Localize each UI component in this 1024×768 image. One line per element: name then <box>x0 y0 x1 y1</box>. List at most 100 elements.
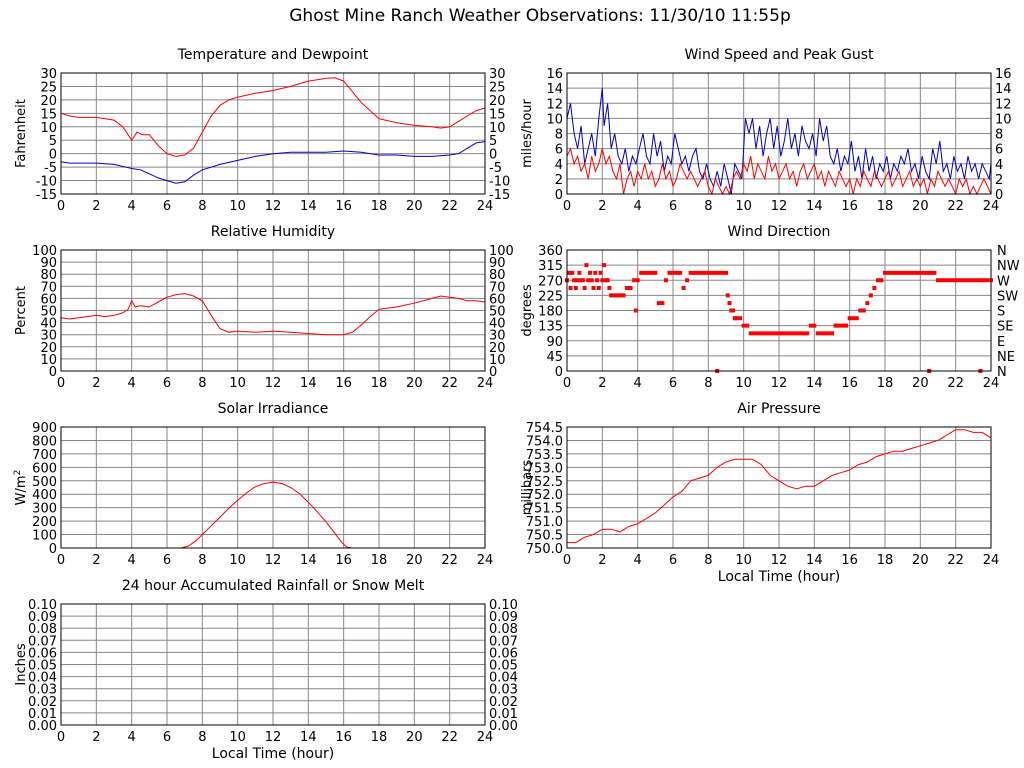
wind-direction-point <box>602 263 607 268</box>
humidity-xtick-label: 24 <box>477 376 494 391</box>
temperature-ytick-label: 25 <box>40 80 57 95</box>
wind-direction-point <box>600 278 605 283</box>
wind-direction-ytick-label: 180 <box>538 305 563 320</box>
temperature-ytick-label-right: -10 <box>489 175 510 190</box>
humidity-xtick-label: 14 <box>300 376 317 391</box>
rainfall-xtick-label: 22 <box>441 730 458 745</box>
pressure-ytick-label: 751.5 <box>526 502 563 517</box>
solar-ytick-label: 700 <box>32 448 57 463</box>
wind-speed-series-1-line <box>566 147 992 196</box>
wind-direction-ytick-label: 315 <box>538 259 563 274</box>
temperature-xtick-label: 12 <box>265 199 282 214</box>
rainfall-xtick-label: 6 <box>163 730 171 745</box>
temperature-ytick-label-right: 20 <box>489 94 506 109</box>
wind-speed-ytick-label-right: 6 <box>995 143 1003 158</box>
wind-speed-xtick-label: 14 <box>806 199 823 214</box>
wind-speed-ytick-label-right: 12 <box>995 97 1012 112</box>
solar-xtick-label: 14 <box>300 553 317 568</box>
wind-direction-point <box>826 331 831 336</box>
humidity-ytick-label: 80 <box>40 268 57 283</box>
wind-direction-compass-label: E <box>997 335 1005 350</box>
wind-direction-point <box>566 270 571 275</box>
solar-xtick-label: 16 <box>335 553 352 568</box>
page-title: Ghost Mine Ranch Weather Observations: 1… <box>289 6 791 26</box>
solar-ytick-label: 400 <box>32 488 57 503</box>
humidity-ytick-label: 90 <box>40 256 57 271</box>
wind-direction-point <box>632 278 637 283</box>
wind-speed-ytick-label: 4 <box>555 158 563 173</box>
wind-direction-ylabel: degrees <box>520 284 535 337</box>
wind-direction-point <box>974 278 979 283</box>
wind-direction-point <box>591 285 596 290</box>
wind-direction-point <box>593 270 598 275</box>
rainfall-xtick-label: 12 <box>265 730 282 745</box>
solar-ytick-label: 500 <box>32 475 57 490</box>
wind-speed-xtick-label: 24 <box>983 199 1000 214</box>
temperature-ytick-label: 5 <box>49 134 57 149</box>
wind-direction-point <box>815 331 820 336</box>
wind-speed-xtick-label: 4 <box>634 199 642 214</box>
pressure-xtick-label: 8 <box>704 553 712 568</box>
wind-direction-compass-label: N <box>997 244 1007 259</box>
wind-direction-point <box>570 270 575 275</box>
wind-direction-point <box>738 316 743 321</box>
wind-direction-point <box>769 331 774 336</box>
rainfall-xtick-label: 14 <box>300 730 317 745</box>
temperature-ytick-label-right: 15 <box>489 107 506 122</box>
solar-xtick-label: 4 <box>128 553 136 568</box>
wind-direction-point <box>830 331 834 336</box>
wind-direction-point <box>907 270 912 275</box>
temperature-xtick-label: 22 <box>441 199 458 214</box>
wind-speed-ytick-label-right: 10 <box>995 112 1012 127</box>
rainfall-ytick-label: 0.00 <box>28 719 57 734</box>
temperature-ytick-label: 0 <box>49 148 57 163</box>
wind-direction-point <box>598 270 603 275</box>
wind-direction-point <box>621 293 626 298</box>
rainfall-ytick-label: 0.09 <box>28 610 57 625</box>
wind-speed-ytick-label-right: 2 <box>995 173 1003 188</box>
wind-speed-xtick-label: 6 <box>669 199 677 214</box>
humidity-ytick-label: 60 <box>40 292 57 307</box>
pressure-xtick-label: 2 <box>598 553 606 568</box>
wind-direction-xtick-label: 18 <box>877 376 894 391</box>
rainfall-ytick-label: 0.03 <box>28 683 57 698</box>
temperature-xtick-label: 18 <box>371 199 388 214</box>
wind-direction-point <box>904 270 909 275</box>
wind-direction-point <box>939 278 944 283</box>
humidity-ytick-label: 30 <box>40 329 57 344</box>
wind-direction-point <box>586 278 591 283</box>
solar-title: Solar Irradiance <box>218 401 329 417</box>
wind-speed-xtick-label: 16 <box>841 199 858 214</box>
wind-direction-point <box>731 308 736 313</box>
humidity-ytick-label: 20 <box>40 341 57 356</box>
wind-speed-ylabel: miles/hour <box>520 98 535 167</box>
wind-direction-compass-label: N <box>997 365 1007 380</box>
temperature-xtick-label: 0 <box>57 199 65 214</box>
solar-ytick-label: 300 <box>32 502 57 517</box>
pressure-xtick-label: 0 <box>563 553 571 568</box>
pressure-ytick-label: 754.5 <box>526 421 563 436</box>
wind-direction-ytick-label: 360 <box>538 244 563 259</box>
humidity-xtick-label: 20 <box>406 376 423 391</box>
rainfall-xlabel: Local Time (hour) <box>212 746 334 762</box>
rainfall-ytick-label: 0.10 <box>28 598 57 613</box>
wind-direction-compass-label: SW <box>997 289 1018 304</box>
wind-direction-point <box>695 270 700 275</box>
humidity-xtick-label: 10 <box>229 376 246 391</box>
wind-direction-point <box>953 278 958 283</box>
temperature-series-0-line <box>60 77 486 157</box>
wind-direction-point <box>646 270 651 275</box>
temperature-ytick-label: -5 <box>44 161 57 176</box>
wind-direction-point <box>798 331 803 336</box>
temperature-xtick-label: 20 <box>406 199 423 214</box>
wind-direction-point <box>692 270 697 275</box>
wind-direction-ytick-label: 225 <box>538 289 563 304</box>
pressure-xtick-label: 6 <box>669 553 677 568</box>
humidity-ytick-label-right: 70 <box>489 280 506 295</box>
wind-direction-point <box>851 316 856 321</box>
wind-direction-point <box>724 270 728 275</box>
humidity-xtick-label: 16 <box>335 376 352 391</box>
